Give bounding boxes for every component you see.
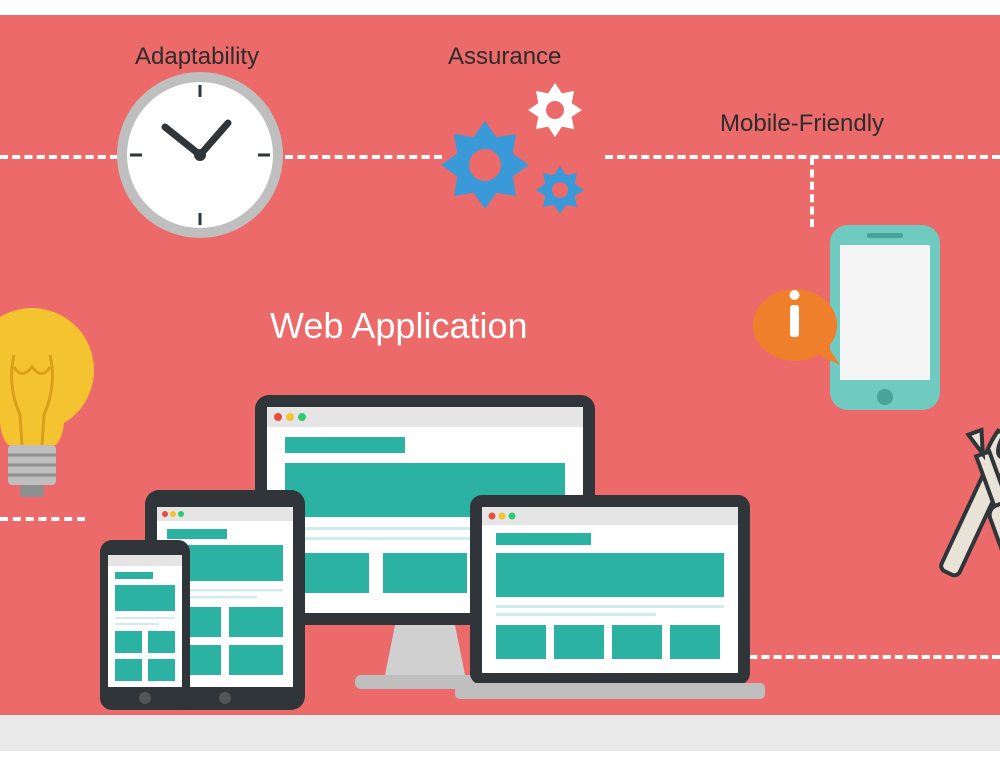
dash-connector — [0, 155, 118, 159]
lightbulb-icon — [0, 285, 102, 505]
clock-icon — [110, 65, 290, 245]
mobile-friendly-icon — [740, 215, 950, 435]
tools-icon — [910, 415, 1000, 595]
infographic-canvas: Adaptability Assurance Mobile-Friendly W… — [0, 15, 1000, 751]
devices-cluster — [95, 385, 735, 725]
dash-connector — [605, 155, 1000, 159]
dash-connector — [910, 655, 1000, 659]
dash-connector — [285, 155, 442, 159]
mobile-friendly-label: Mobile-Friendly — [720, 110, 884, 138]
assurance-label: Assurance — [448, 43, 561, 71]
ground-bar — [0, 715, 1000, 751]
gears-icon — [430, 70, 640, 260]
dash-connector — [0, 517, 85, 521]
main-title: Web Application — [270, 305, 528, 347]
laptop-icon — [450, 485, 770, 715]
smartphone-icon — [95, 535, 195, 715]
